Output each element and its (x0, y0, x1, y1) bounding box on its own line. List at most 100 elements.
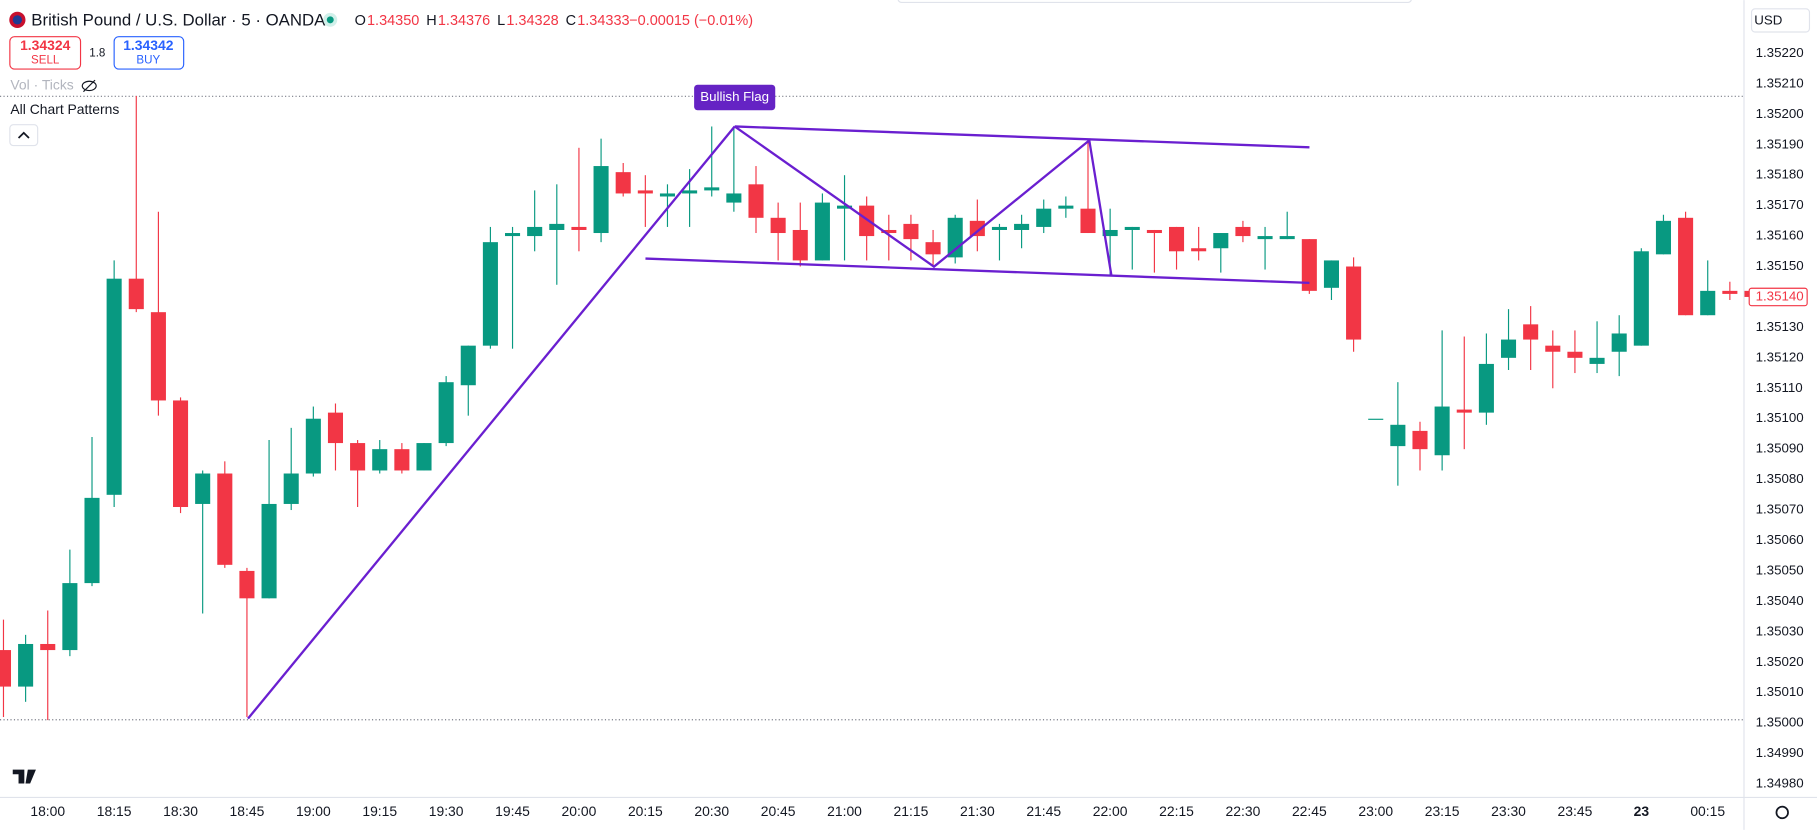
candle-body (1323, 260, 1339, 288)
x-tick-label: 22:30 (1226, 803, 1261, 819)
y-tick-label: 1.35010 (1756, 684, 1804, 699)
candle-body (726, 193, 742, 203)
buy-price: 1.34342 (123, 37, 173, 53)
last-price-label: 1.35140 (1756, 288, 1804, 303)
pattern-label: Bullish Flag (700, 89, 769, 104)
x-tick-label: 21:00 (827, 803, 862, 819)
candle-body (682, 190, 698, 194)
candle-body (1368, 418, 1384, 420)
x-tick-label: 18:45 (230, 803, 265, 819)
candle-body (571, 226, 587, 230)
flag-lower (645, 257, 1310, 285)
candle-body (1036, 208, 1052, 227)
buy-label: BUY (136, 54, 160, 66)
sell-price: 1.34324 (20, 37, 70, 53)
tv-logo[interactable] (12, 769, 36, 784)
x-tick-label: 23 (1634, 803, 1650, 819)
y-tick-label: 1.35120 (1756, 349, 1804, 364)
candle-body (0, 650, 12, 687)
x-tick-label: 23:45 (1558, 803, 1593, 819)
candle-body (261, 503, 277, 599)
candle-body (350, 443, 366, 471)
candle-body (18, 643, 34, 687)
candle-body (173, 400, 189, 507)
candle-body (305, 418, 321, 474)
candle-body (416, 443, 432, 471)
hide-icon[interactable] (81, 80, 97, 92)
candle-body (1722, 290, 1738, 294)
x-tick-label: 21:45 (1026, 803, 1061, 819)
candle-body (615, 172, 631, 194)
candle-body (84, 497, 100, 584)
candle-body (969, 220, 985, 237)
candle-body (814, 202, 830, 261)
y-tick-label: 1.35130 (1756, 319, 1804, 334)
candle-body (748, 184, 764, 218)
candle-body (1279, 236, 1295, 240)
x-tick-label: 23:30 (1491, 803, 1526, 819)
x-tick-label: 19:45 (495, 803, 530, 819)
ohlc-value: 1.34376 (438, 13, 490, 29)
collapse-button[interactable] (9, 124, 39, 147)
y-tick-label: 1.35090 (1756, 441, 1804, 456)
candle-body (106, 278, 122, 495)
ohlc-key: L (497, 13, 505, 29)
candle-body (1080, 208, 1096, 234)
y-tick-label: 1.35220 (1756, 45, 1804, 60)
indicator-label[interactable]: All Chart Patterns (10, 101, 119, 117)
settings-icon[interactable] (1775, 805, 1789, 820)
candle-body (704, 187, 720, 191)
candle-body (1168, 226, 1185, 252)
flag-zigzag (734, 125, 1113, 275)
y-tick-label: 1.35190 (1756, 136, 1804, 151)
ohlc-value: 1.34328 (506, 13, 558, 29)
y-tick-label: 1.35040 (1756, 593, 1804, 608)
candle-body (394, 449, 410, 471)
y-tick-label: 1.34990 (1756, 745, 1804, 760)
x-tick-label: 23:00 (1358, 803, 1393, 819)
sell-button[interactable] (9, 36, 82, 70)
candle-body (195, 473, 211, 504)
candle-body (659, 193, 676, 197)
y-tick-label: 1.35060 (1756, 532, 1804, 547)
candle-body (482, 242, 498, 346)
candle-body (1301, 239, 1317, 291)
candle-body (1700, 290, 1716, 316)
x-tick-label: 22:15 (1159, 803, 1194, 819)
sell-label: SELL (31, 54, 60, 66)
candle-body (150, 312, 166, 401)
candle-body (1412, 430, 1428, 450)
candle-body (1478, 363, 1494, 413)
candle-body (1346, 266, 1362, 340)
chevron (17, 131, 30, 139)
pattern-label-bg (694, 84, 776, 111)
x-tick-label: 18:30 (163, 803, 198, 819)
y-tick-label: 1.35100 (1756, 410, 1804, 425)
buy-button[interactable] (113, 36, 185, 70)
currency-button[interactable] (1750, 8, 1811, 33)
y-tick-label: 1.34980 (1756, 776, 1804, 791)
candle-body (372, 449, 388, 471)
x-tick-label: 21:30 (960, 803, 995, 819)
candle-body (770, 217, 786, 234)
volume-label[interactable]: Vol · Ticks (10, 77, 73, 93)
y-tick-label: 1.35170 (1756, 197, 1804, 212)
candle-body (1390, 424, 1406, 447)
x-tick-label: 20:45 (761, 803, 796, 819)
last-price-box (1748, 287, 1808, 307)
candle-body (593, 166, 609, 234)
x-tick-label: 23:15 (1425, 803, 1460, 819)
candle-body (1102, 229, 1118, 237)
x-tick-label: 18:15 (97, 803, 132, 819)
x-tick-label: 19:30 (429, 803, 464, 819)
change: −0.00015 (−0.01%) (629, 13, 753, 29)
candle-body (1235, 226, 1251, 237)
candle-body (549, 223, 565, 230)
candle-body (217, 473, 233, 565)
candle-body (1655, 220, 1671, 255)
candle-body (1678, 217, 1694, 316)
symbol[interactable]: British Pound / U.S. Dollar · 5 · OANDA (31, 10, 326, 29)
currency: USD (1754, 13, 1782, 28)
